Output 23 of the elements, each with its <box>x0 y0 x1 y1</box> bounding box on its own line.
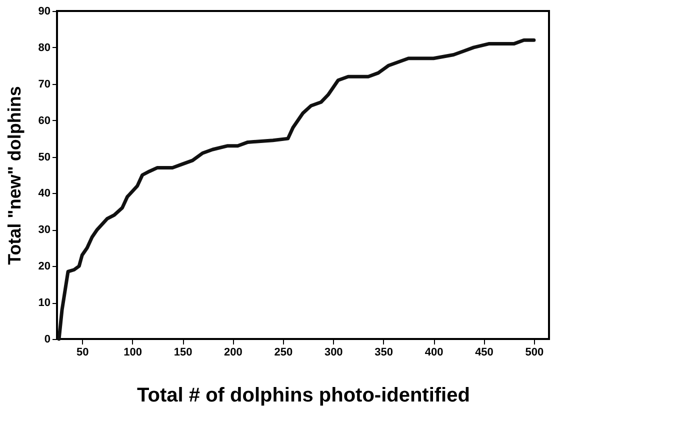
line-series <box>57 38 536 341</box>
x-tick-label: 150 <box>174 346 192 358</box>
x-axis-title: Total # of dolphins photo-identified <box>137 384 470 406</box>
y-tick-label: 80 <box>38 42 50 54</box>
x-tick-label: 100 <box>124 346 142 358</box>
x-tick-label: 350 <box>374 346 394 358</box>
x-tick-label: 200 <box>224 346 242 358</box>
y-tick-label: 40 <box>38 188 50 200</box>
y-tick-label: 90 <box>38 6 50 18</box>
y-tick-label: 70 <box>38 78 50 90</box>
x-tick-label: 50 <box>76 346 89 358</box>
y-tick-label: 60 <box>38 114 50 127</box>
x-tick-label: 250 <box>274 346 293 358</box>
y-tick-label: 20 <box>38 260 50 273</box>
y-tick-label: 30 <box>38 224 50 236</box>
x-tick-label: 300 <box>324 346 343 358</box>
y-tick-label: 50 <box>38 151 50 164</box>
x-tick-label: 450 <box>475 346 494 358</box>
x-tick-label: 400 <box>424 346 444 358</box>
y-axis-title: Total "new" dolphins <box>4 86 24 265</box>
y-tick-label: 0 <box>44 334 50 346</box>
y-tick-label: 10 <box>38 297 50 310</box>
x-tick-label: 500 <box>525 346 544 358</box>
